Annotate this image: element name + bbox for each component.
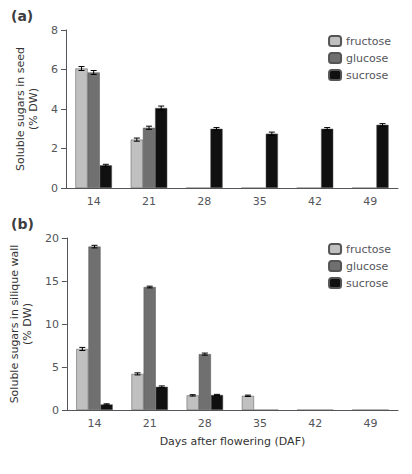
svg-text:2: 2	[51, 142, 58, 155]
svg-text:35: 35	[253, 417, 267, 430]
svg-text:49: 49	[363, 417, 377, 430]
svg-text:4: 4	[51, 103, 58, 116]
svg-text:14: 14	[87, 417, 101, 430]
svg-text:5: 5	[52, 361, 59, 374]
svg-text:Days after flowering (DAF): Days after flowering (DAF)	[160, 435, 306, 448]
svg-text:42: 42	[308, 417, 322, 430]
svg-text:Soluble sugars in seed: Soluble sugars in seed	[14, 47, 27, 171]
svg-text:21: 21	[143, 417, 157, 430]
svg-text:28: 28	[198, 417, 212, 430]
svg-text:35: 35	[253, 195, 267, 208]
svg-text:(b): (b)	[11, 216, 34, 232]
svg-text:fructose: fructose	[346, 35, 391, 48]
svg-text:(% DW): (% DW)	[27, 88, 40, 130]
svg-text:42: 42	[308, 195, 322, 208]
svg-text:8: 8	[51, 24, 58, 37]
svg-text:10: 10	[45, 318, 59, 331]
svg-text:49: 49	[363, 195, 377, 208]
svg-text:glucose: glucose	[346, 260, 389, 273]
svg-text:(a): (a)	[11, 8, 33, 24]
svg-text:20: 20	[45, 232, 59, 245]
svg-text:sucrose: sucrose	[346, 69, 388, 82]
svg-text:28: 28	[197, 195, 211, 208]
svg-text:Soluble sugars in silique wall: Soluble sugars in silique wall	[8, 245, 21, 404]
svg-text:15: 15	[45, 275, 59, 288]
svg-text:(% DW): (% DW)	[21, 303, 34, 345]
svg-text:sucrose: sucrose	[346, 277, 388, 290]
svg-text:6: 6	[51, 63, 58, 76]
svg-text:fructose: fructose	[346, 243, 391, 256]
svg-text:glucose: glucose	[346, 52, 389, 65]
svg-text:0: 0	[52, 404, 59, 417]
svg-text:0: 0	[51, 182, 58, 195]
svg-text:14: 14	[87, 195, 101, 208]
svg-text:21: 21	[142, 195, 156, 208]
